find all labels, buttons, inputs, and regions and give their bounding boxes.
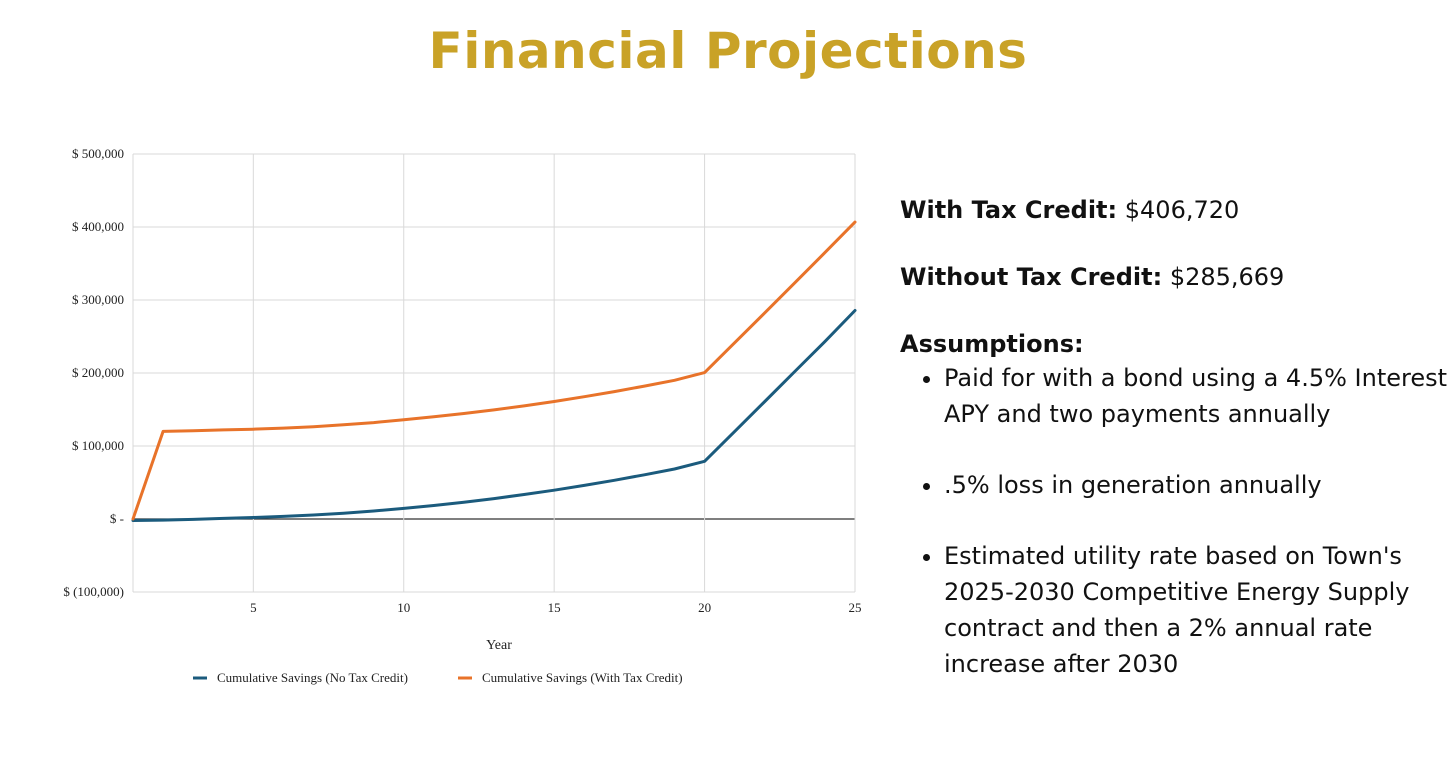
with-tax-credit-stat: With Tax Credit: $406,720 [900,196,1450,225]
y-tick-label: $ - [110,511,124,526]
assumption-item: Estimated utility rate based on Town's 2… [944,538,1450,682]
x-axis-title: Year [486,638,512,653]
grid-lines [132,153,856,593]
chart-series [131,220,857,522]
y-tick-label: $ 100,000 [72,438,124,453]
x-tick-label: 10 [397,600,410,615]
x-tick-label: 15 [548,600,561,615]
x-tick-label: 20 [698,600,711,615]
assumption-item: .5% loss in generation annually [944,467,1450,503]
legend-label: Cumulative Savings (With Tax Credit) [482,670,683,685]
with-tax-credit-value: $406,720 [1124,196,1240,224]
y-tick-label: $ 300,000 [72,292,124,307]
series-line [131,309,857,522]
x-tick-label: 5 [250,600,257,615]
axis-labels: $ (100,000) $ - $ 100,000 $ 200,000 $ 300,00… [63,146,861,615]
assumptions-heading: Assumptions: [900,329,1084,358]
chart-legend: Cumulative Savings (No Tax Credit) Cumula… [193,670,683,685]
y-tick-label: $ 400,000 [72,219,124,234]
summary-panel: With Tax Credit: $406,720 Without Tax Cr… [900,196,1450,682]
without-tax-credit-label: Without Tax Credit: [900,262,1163,291]
x-tick-label: 25 [849,600,862,615]
assumptions-list: Paid for with a bond using a 4.5% Intere… [900,360,1450,682]
series-line [131,220,857,521]
savings-line-chart: $ (100,000) $ - $ 100,000 $ 200,000 $ 300,00… [63,146,861,685]
assumption-item: Paid for with a bond using a 4.5% Intere… [944,360,1450,432]
without-tax-credit-value: $285,669 [1169,262,1285,291]
y-tick-label: $ (100,000) [63,584,124,599]
with-tax-credit-label: With Tax Credit: [900,196,1118,224]
y-tick-label: $ 200,000 [72,365,124,380]
page-title: Financial Projections [428,22,1028,80]
legend-label: Cumulative Savings (No Tax Credit) [217,670,408,685]
y-tick-label: $ 500,000 [72,146,124,161]
without-tax-credit-stat: Without Tax Credit: $285,669 [900,263,1450,292]
